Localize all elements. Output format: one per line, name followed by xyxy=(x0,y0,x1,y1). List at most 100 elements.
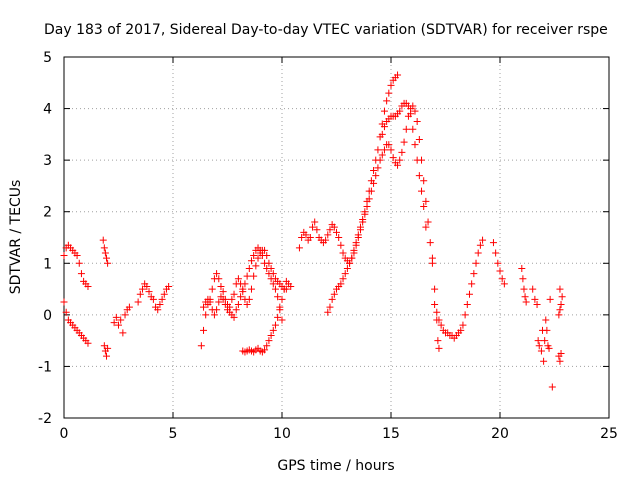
data-point xyxy=(213,270,221,278)
data-point xyxy=(250,252,258,260)
data-point xyxy=(387,81,395,89)
data-point xyxy=(206,298,214,306)
chart-title: Day 183 of 2017, Sidereal Day-to-day VTE… xyxy=(44,22,608,38)
data-point xyxy=(420,203,428,211)
data-point xyxy=(306,234,314,241)
data-point xyxy=(370,166,378,174)
data-point xyxy=(158,295,166,303)
data-point xyxy=(295,244,303,252)
data-point xyxy=(367,187,375,195)
data-point xyxy=(241,280,249,288)
data-point xyxy=(261,259,269,267)
series-trace-6 xyxy=(197,246,290,350)
data-point xyxy=(433,308,441,316)
data-point xyxy=(202,311,210,319)
data-point xyxy=(463,301,471,309)
data-point xyxy=(534,337,542,345)
data-point xyxy=(230,290,238,298)
data-point xyxy=(363,203,371,211)
data-point xyxy=(228,295,236,303)
data-point xyxy=(324,308,332,316)
data-point xyxy=(396,156,404,164)
data-point xyxy=(219,288,227,296)
data-point xyxy=(537,347,545,355)
x-tick-label: 5 xyxy=(169,426,178,442)
data-point xyxy=(84,339,92,347)
data-point xyxy=(404,102,412,110)
data-point xyxy=(267,275,275,283)
data-point xyxy=(60,252,68,260)
data-point xyxy=(519,275,527,283)
y-tick-label: 2 xyxy=(43,205,52,221)
data-point xyxy=(339,249,347,257)
data-point xyxy=(548,383,556,391)
data-point xyxy=(73,252,81,260)
data-point xyxy=(112,313,120,321)
data-point xyxy=(274,293,282,301)
data-point xyxy=(348,254,356,262)
data-point xyxy=(500,280,508,288)
data-point xyxy=(335,234,343,241)
data-point xyxy=(263,264,271,272)
data-point xyxy=(465,290,473,298)
data-point xyxy=(160,290,168,298)
series-trace-11 xyxy=(378,99,430,231)
series-trace-16 xyxy=(555,285,566,365)
data-point xyxy=(372,172,380,180)
series-trace-14 xyxy=(518,264,530,306)
data-point xyxy=(250,272,258,280)
y-tick-label: -2 xyxy=(38,411,52,427)
data-point xyxy=(557,301,565,309)
data-point xyxy=(328,295,336,303)
data-point xyxy=(346,259,354,267)
data-point xyxy=(104,344,112,352)
data-point xyxy=(239,285,247,293)
data-point xyxy=(461,311,469,319)
data-point xyxy=(100,244,108,252)
data-point xyxy=(101,249,109,257)
data-point xyxy=(457,326,465,334)
data-point xyxy=(424,218,432,226)
series-trace-13 xyxy=(489,239,508,288)
data-point xyxy=(385,141,393,149)
data-point xyxy=(200,326,208,334)
data-point xyxy=(370,179,378,187)
x-tick-label: 20 xyxy=(491,426,509,442)
data-point xyxy=(60,298,68,306)
data-point xyxy=(434,337,442,345)
data-point xyxy=(104,259,112,267)
data-point xyxy=(354,234,362,241)
data-point xyxy=(243,272,251,280)
data-point xyxy=(545,344,553,352)
data-point xyxy=(302,231,310,239)
data-point xyxy=(261,346,269,354)
data-point xyxy=(556,285,564,293)
x-tick-label: 0 xyxy=(60,426,69,442)
data-point xyxy=(459,321,467,329)
data-point xyxy=(156,301,164,309)
data-point xyxy=(396,107,404,115)
data-point xyxy=(415,172,423,180)
data-point xyxy=(387,146,395,154)
y-tick-label: 4 xyxy=(43,102,52,118)
data-point xyxy=(498,275,506,283)
data-point xyxy=(518,264,526,272)
data-point xyxy=(380,146,388,154)
data-point xyxy=(411,141,419,149)
data-point xyxy=(136,290,144,298)
data-point xyxy=(252,262,260,270)
x-tick-label: 15 xyxy=(382,426,400,442)
series-trace-3 xyxy=(99,236,112,360)
data-point xyxy=(541,337,549,345)
data-point xyxy=(269,326,277,334)
data-point xyxy=(197,342,205,350)
data-points xyxy=(60,71,566,391)
data-point xyxy=(265,270,273,278)
data-point xyxy=(431,285,439,293)
data-point xyxy=(378,130,386,138)
data-point xyxy=(208,285,216,293)
data-point xyxy=(280,285,288,293)
data-point xyxy=(121,311,129,319)
data-point xyxy=(276,306,284,314)
